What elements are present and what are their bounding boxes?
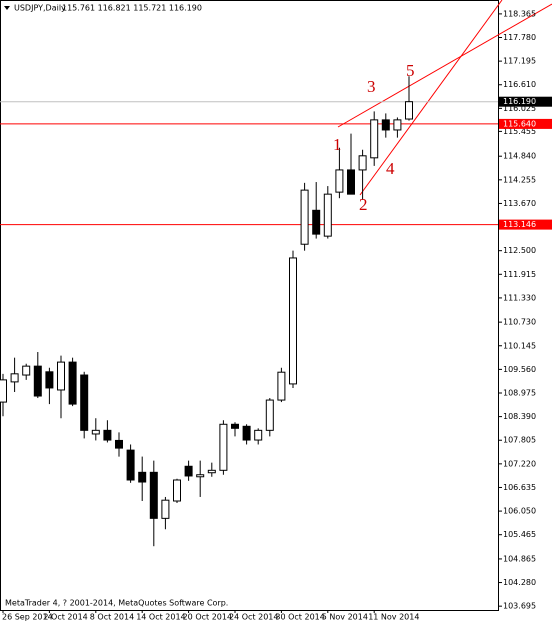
candle-body (45, 371, 54, 389)
candle-body (173, 479, 181, 502)
candle-body (335, 169, 344, 193)
candle-body (161, 499, 170, 519)
candle-body (347, 169, 355, 195)
candle-body (312, 209, 321, 235)
x-tick-label: 5 Nov 2014 (322, 613, 368, 622)
wave-label: 2 (359, 195, 368, 214)
candle-body (405, 101, 413, 120)
candle-body (381, 119, 390, 131)
y-tick-label: 105.465 (503, 530, 536, 539)
y-tick-label: 106.050 (503, 507, 536, 516)
candle-body (323, 193, 332, 237)
y-tick-label: 104.280 (503, 578, 536, 587)
candle-body (265, 399, 274, 431)
trend-line (359, 0, 503, 196)
x-tick-label: 20 Oct 2014 (183, 613, 232, 622)
wave-label: 1 (333, 135, 342, 154)
header-quote: 115.761 116.821 115.721 116.190 (62, 4, 202, 13)
candle-body (80, 374, 89, 431)
candle-body (370, 119, 379, 159)
wave-label: 3 (367, 77, 376, 96)
y-tick-label: 110.730 (503, 318, 536, 327)
x-tick-label: 26 Sep 2014 (2, 613, 53, 622)
y-tick-label: 106.635 (503, 483, 536, 492)
level-label-box (499, 118, 552, 129)
candle-body (358, 155, 367, 171)
candle-body (219, 423, 228, 471)
y-tick-label: 114.255 (503, 175, 536, 184)
wave-label: 5 (406, 61, 415, 80)
y-tick-label: 107.805 (503, 436, 536, 445)
candle-body (57, 361, 65, 391)
candle-body (289, 257, 297, 385)
plot-frame (0, 0, 499, 611)
y-tick-label: 111.330 (503, 293, 536, 302)
trend-line (337, 3, 552, 128)
candle-body (393, 119, 402, 131)
y-tick-label: 110.145 (503, 341, 536, 350)
level-label: 115.640 (503, 119, 536, 128)
candle-body (103, 429, 112, 441)
candle-body (33, 365, 42, 397)
candle-body (10, 373, 19, 383)
candle-body (277, 371, 286, 401)
x-tick-label: 14 Oct 2014 (136, 613, 185, 622)
y-tick-label: 113.670 (503, 199, 536, 208)
y-tick-label: 112.500 (503, 246, 536, 255)
y-tick-label: 104.865 (503, 554, 536, 563)
y-tick-label: 108.390 (503, 412, 536, 421)
candle-body (149, 471, 158, 519)
x-tick-label: 2 Oct 2014 (43, 613, 87, 622)
candle-body (22, 365, 31, 376)
candle-body (68, 361, 77, 405)
candle-body (138, 471, 147, 483)
candle-body (242, 425, 251, 441)
candle-body (91, 429, 100, 435)
y-tick-label: 111.915 (503, 270, 536, 279)
candle-body (115, 439, 123, 449)
y-tick-label: 108.975 (503, 388, 536, 397)
footer: MetaTrader 4, ? 2001-2014, MetaQuotes So… (5, 599, 228, 608)
menu-triangle (4, 6, 10, 10)
x-tick-label: 11 Nov 2014 (368, 613, 419, 622)
x-tick-label: 24 Oct 2014 (229, 613, 278, 622)
y-tick-label: 115.455 (503, 127, 536, 136)
y-tick-label: 118.365 (503, 9, 536, 18)
y-tick-label: 109.560 (503, 365, 536, 374)
y-tick-label: 116.025 (503, 104, 536, 113)
wave-label: 4 (386, 159, 395, 178)
y-tick-label: 107.220 (503, 459, 536, 468)
level-label: 113.146 (503, 220, 536, 229)
candle-body (126, 449, 135, 481)
y-tick-label: 117.195 (503, 57, 536, 66)
x-tick-label: 30 Oct 2014 (275, 613, 324, 622)
candle-body (254, 429, 263, 441)
candle-body (231, 423, 239, 429)
x-tick-label: 8 Oct 2014 (90, 613, 134, 622)
last-price-label: 116.190 (503, 97, 536, 106)
candle-body (196, 474, 205, 478)
candle-body (0, 379, 7, 403)
y-tick-label: 117.780 (503, 33, 536, 42)
candle-body (184, 465, 193, 477)
candle-body (300, 189, 309, 245)
level-label-box (499, 219, 552, 230)
last-price-box (499, 96, 552, 107)
y-tick-label: 116.610 (503, 80, 536, 89)
candle-body (207, 469, 216, 474)
y-tick-label: 114.840 (503, 152, 536, 161)
y-tick-label: 103.695 (503, 602, 536, 611)
chart-title: USDJPY,Daily (14, 4, 66, 13)
